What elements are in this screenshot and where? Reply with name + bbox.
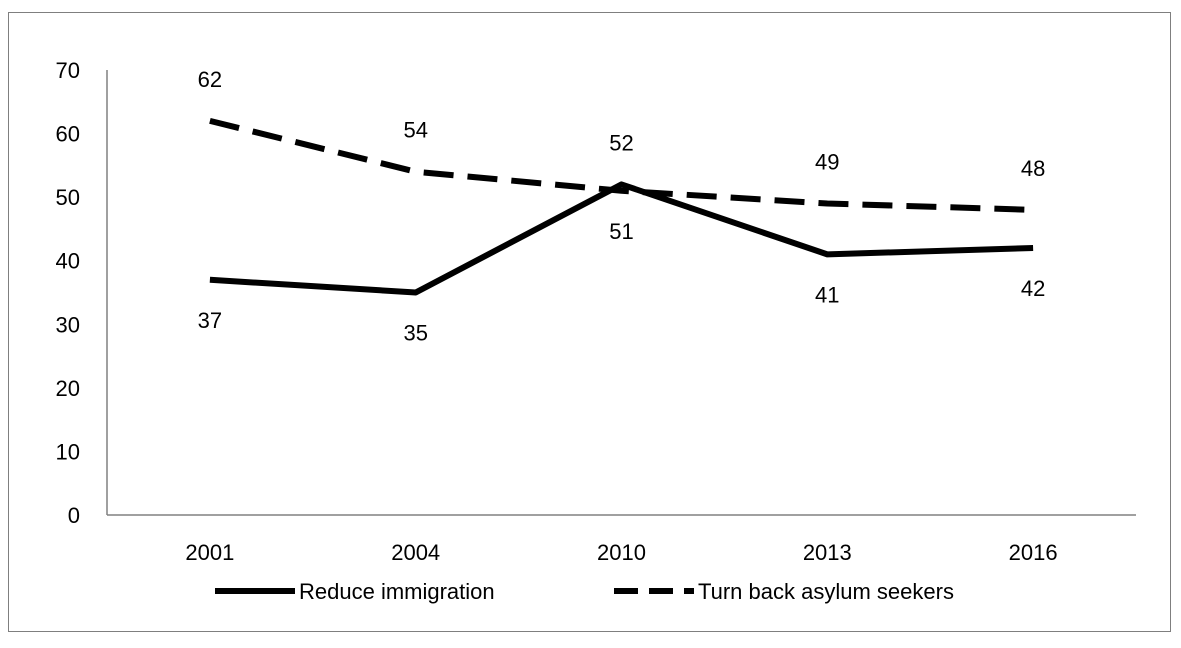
data-label-asylum-2001: 62 [198, 67, 222, 92]
x-axis: 2001 2004 2010 2013 2016 [107, 514, 1136, 565]
y-tick-label-0: 0 [68, 503, 80, 528]
x-tick-label-2004: 2004 [391, 540, 440, 565]
x-tick-label-2016: 2016 [1009, 540, 1058, 565]
series-line-reduce-immigration [209, 181, 1034, 296]
x-tick-label-2010: 2010 [597, 540, 646, 565]
data-label-reduce-2016: 42 [1021, 276, 1045, 301]
y-tick-label-10: 10 [56, 439, 80, 464]
data-label-reduce-2001: 37 [198, 308, 222, 333]
data-label-reduce-2013: 41 [815, 282, 839, 307]
legend-label-turn-back-asylum-seekers: Turn back asylum seekers [698, 579, 954, 604]
data-label-reduce-2010: 52 [609, 130, 633, 155]
y-tick-label-30: 30 [56, 312, 80, 337]
y-tick-label-50: 50 [56, 185, 80, 210]
y-tick-label-60: 60 [56, 122, 80, 147]
data-label-asylum-2004: 54 [403, 118, 427, 143]
y-tick-label-20: 20 [56, 376, 80, 401]
data-label-asylum-2013: 49 [815, 150, 839, 175]
legend: Reduce immigration Turn back asylum seeke… [215, 579, 954, 604]
x-tick-label-2013: 2013 [803, 540, 852, 565]
legend-label-reduce-immigration: Reduce immigration [299, 579, 495, 604]
y-tick-label-70: 70 [56, 58, 80, 83]
data-labels: 37 35 52 41 42 62 54 51 49 48 [198, 67, 1046, 346]
data-label-reduce-2004: 35 [403, 321, 427, 346]
data-label-asylum-2016: 48 [1021, 156, 1045, 181]
series-line-turn-back-asylum-seekers [209, 117, 1034, 213]
y-axis: 0 10 20 30 40 50 60 70 [56, 58, 108, 528]
chart-frame [8, 12, 1171, 632]
data-label-asylum-2010: 51 [609, 219, 633, 244]
x-tick-label-2001: 2001 [185, 540, 234, 565]
y-tick-label-40: 40 [56, 249, 80, 274]
series-layer [209, 117, 1034, 296]
